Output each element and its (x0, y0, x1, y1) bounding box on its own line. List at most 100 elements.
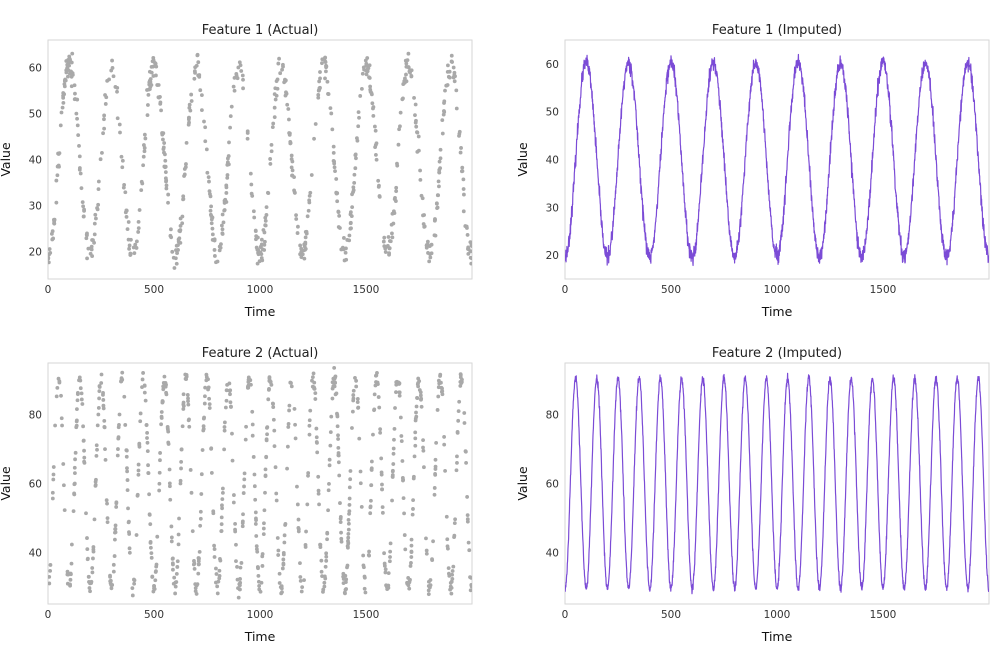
data-point (305, 502, 310, 507)
data-point (269, 382, 274, 387)
data-point (272, 444, 277, 449)
data-point (452, 521, 457, 525)
data-point (141, 154, 146, 159)
data-point (161, 145, 166, 150)
data-point (55, 385, 60, 390)
data-point (442, 110, 447, 114)
data-point (198, 88, 203, 93)
data-point (437, 170, 442, 175)
data-point (140, 377, 145, 382)
data-point (256, 248, 261, 252)
y-axis-label: Value (515, 142, 530, 177)
data-point (175, 565, 180, 569)
data-point (59, 416, 64, 421)
data-point (293, 422, 297, 427)
data-point (209, 204, 214, 209)
data-point (171, 567, 175, 572)
data-point (377, 194, 382, 199)
data-point (465, 226, 469, 230)
data-point (390, 231, 394, 236)
data-point (270, 125, 275, 129)
data-point (267, 387, 271, 391)
data-point (225, 173, 230, 177)
data-point (78, 386, 83, 391)
data-point (53, 423, 57, 428)
data-point (173, 591, 178, 596)
data-point (325, 79, 330, 84)
data-point (208, 194, 213, 199)
data-point (418, 168, 422, 173)
data-point (352, 180, 357, 185)
data-point (219, 529, 224, 533)
data-point (266, 397, 271, 402)
data-point (248, 378, 253, 383)
data-point (166, 192, 171, 197)
data-point (159, 410, 164, 414)
data-point (196, 571, 201, 576)
data-point (183, 165, 188, 170)
data-point (96, 179, 101, 184)
data-point (54, 200, 59, 205)
data-point (388, 555, 392, 559)
x-tick-label: 1000 (764, 284, 791, 296)
data-point (214, 572, 219, 576)
data-point (54, 394, 59, 399)
data-point (322, 584, 327, 589)
data-point (124, 208, 129, 213)
data-point (419, 396, 424, 401)
data-point (92, 240, 96, 245)
data-point (418, 177, 423, 182)
data-point (57, 164, 61, 169)
data-point (113, 530, 118, 535)
data-point (321, 587, 326, 592)
data-point (230, 458, 235, 463)
data-point (375, 370, 379, 375)
data-point (430, 558, 435, 563)
data-point (72, 481, 77, 486)
data-point (180, 214, 185, 219)
data-point (190, 529, 195, 534)
data-point (312, 386, 317, 391)
data-point (237, 60, 242, 65)
data-point (58, 123, 63, 128)
data-point (167, 481, 172, 486)
data-point (154, 562, 159, 567)
data-point (212, 547, 217, 552)
data-point (380, 510, 385, 515)
data-point (416, 384, 421, 389)
data-point (322, 580, 327, 585)
data-point (81, 214, 86, 219)
data-point (203, 125, 208, 130)
data-point (82, 208, 86, 213)
data-point (344, 246, 348, 251)
data-point (308, 190, 313, 195)
y-tick-label: 40 (546, 155, 559, 167)
data-point (379, 472, 384, 477)
data-point (224, 388, 229, 393)
data-point (416, 134, 421, 139)
data-point (318, 70, 322, 74)
data-point (250, 422, 255, 427)
data-point (315, 450, 320, 455)
y-tick-label: 80 (546, 410, 559, 422)
data-point (111, 569, 116, 574)
data-point (356, 110, 361, 115)
data-point (269, 149, 274, 154)
data-point (195, 582, 200, 586)
data-point (229, 405, 233, 409)
data-point (61, 101, 66, 105)
data-point (181, 194, 186, 199)
data-point (97, 385, 102, 389)
data-point (348, 220, 353, 225)
x-tick-label: 1000 (247, 284, 274, 296)
data-point (189, 490, 194, 495)
data-layer (48, 51, 472, 270)
data-point (126, 506, 130, 511)
data-point (469, 256, 472, 261)
data-point (367, 76, 372, 80)
data-point (96, 187, 101, 192)
data-point (353, 152, 358, 157)
data-point (163, 152, 167, 157)
data-point (179, 447, 184, 452)
data-point (239, 561, 244, 565)
